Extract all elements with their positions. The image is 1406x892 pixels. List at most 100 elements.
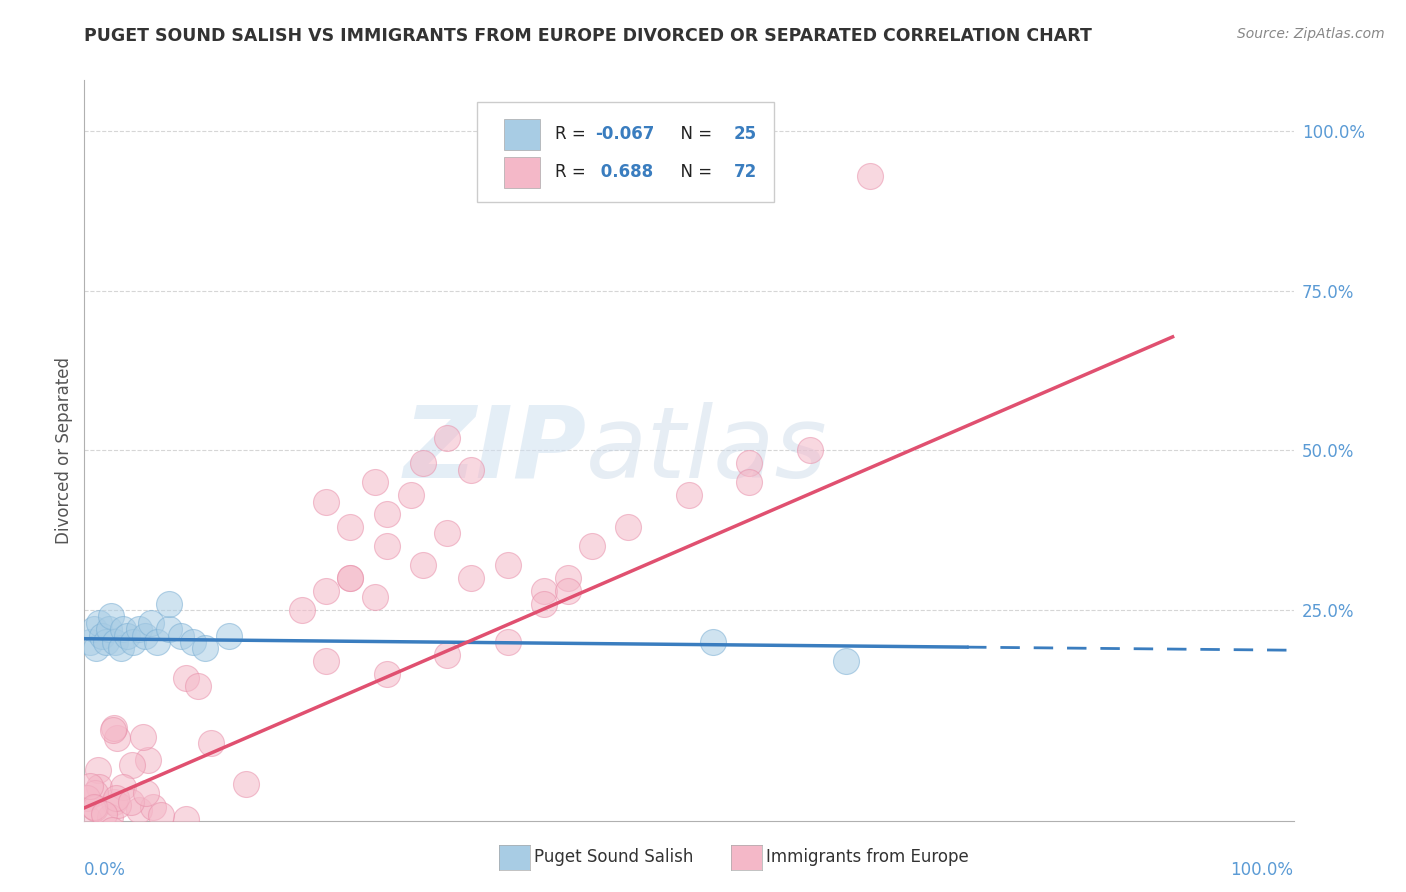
Point bbox=[86, 641, 108, 656]
Point bbox=[412, 456, 434, 470]
Point bbox=[103, 795, 125, 809]
Point bbox=[83, 786, 105, 800]
Text: 0.0%: 0.0% bbox=[84, 862, 127, 880]
Text: R =: R = bbox=[555, 126, 591, 144]
Point bbox=[94, 635, 117, 649]
Text: PUGET SOUND SALISH VS IMMIGRANTS FROM EUROPE DIVORCED OR SEPARATED CORRELATION C: PUGET SOUND SALISH VS IMMIGRANTS FROM EU… bbox=[84, 27, 1092, 45]
Point bbox=[134, 629, 156, 643]
Point bbox=[291, 603, 314, 617]
Point bbox=[101, 723, 124, 738]
Point bbox=[104, 635, 127, 649]
Point bbox=[375, 666, 398, 681]
Point bbox=[138, 753, 160, 767]
Point bbox=[87, 615, 110, 630]
Point bbox=[702, 635, 724, 649]
Point bbox=[76, 790, 98, 805]
Point bbox=[104, 791, 127, 805]
Point bbox=[399, 488, 422, 502]
Point bbox=[533, 583, 555, 598]
Text: 25: 25 bbox=[734, 126, 756, 144]
Point bbox=[533, 597, 555, 611]
Text: Puget Sound Salish: Puget Sound Salish bbox=[534, 848, 693, 866]
Point bbox=[86, 763, 108, 777]
Point bbox=[107, 798, 129, 813]
Point bbox=[170, 629, 193, 643]
Point bbox=[79, 779, 101, 793]
Point bbox=[436, 526, 458, 541]
Point bbox=[187, 679, 209, 693]
Point bbox=[678, 488, 700, 502]
Point bbox=[110, 641, 132, 656]
Point bbox=[97, 869, 120, 883]
Text: R =: R = bbox=[555, 163, 591, 181]
Text: atlas: atlas bbox=[586, 402, 828, 499]
Point bbox=[121, 635, 143, 649]
Point bbox=[103, 721, 125, 735]
Y-axis label: Divorced or Separated: Divorced or Separated bbox=[55, 357, 73, 544]
Point bbox=[557, 583, 579, 598]
Text: Source: ZipAtlas.com: Source: ZipAtlas.com bbox=[1237, 27, 1385, 41]
Point bbox=[132, 730, 155, 744]
Point bbox=[235, 777, 257, 791]
Point bbox=[738, 456, 761, 470]
Point bbox=[120, 795, 142, 809]
Point bbox=[799, 443, 821, 458]
Text: Immigrants from Europe: Immigrants from Europe bbox=[766, 848, 969, 866]
Point bbox=[859, 169, 882, 183]
Point bbox=[375, 508, 398, 522]
Point bbox=[460, 462, 482, 476]
Point bbox=[146, 635, 169, 649]
Point bbox=[142, 800, 165, 814]
Text: ZIP: ZIP bbox=[404, 402, 586, 499]
FancyBboxPatch shape bbox=[478, 103, 773, 202]
Point bbox=[115, 629, 138, 643]
Text: -0.067: -0.067 bbox=[595, 126, 654, 144]
Point bbox=[93, 857, 115, 871]
Text: 100.0%: 100.0% bbox=[1230, 862, 1294, 880]
Point bbox=[76, 812, 98, 826]
Point bbox=[436, 648, 458, 662]
Point bbox=[135, 786, 157, 800]
Point bbox=[200, 736, 222, 750]
Point bbox=[496, 558, 519, 573]
Point bbox=[121, 758, 143, 772]
Point bbox=[218, 629, 240, 643]
Text: N =: N = bbox=[669, 163, 717, 181]
Text: N =: N = bbox=[669, 126, 717, 144]
Point bbox=[128, 803, 150, 817]
Point bbox=[83, 622, 105, 636]
Point bbox=[181, 635, 204, 649]
Point bbox=[97, 622, 120, 636]
Point bbox=[83, 800, 105, 814]
Point bbox=[84, 801, 107, 815]
Point bbox=[128, 622, 150, 636]
Point bbox=[194, 641, 217, 656]
Point bbox=[617, 520, 640, 534]
Point bbox=[93, 807, 115, 822]
Point bbox=[496, 635, 519, 649]
Point bbox=[112, 780, 135, 794]
Point bbox=[100, 863, 122, 877]
Point bbox=[79, 635, 101, 649]
Point bbox=[93, 838, 115, 853]
Point bbox=[738, 475, 761, 490]
Point bbox=[174, 671, 197, 685]
Point bbox=[89, 839, 111, 854]
Point bbox=[76, 869, 98, 883]
Point bbox=[315, 654, 337, 668]
Point bbox=[139, 615, 162, 630]
Point bbox=[112, 622, 135, 636]
Point bbox=[157, 622, 180, 636]
Point bbox=[581, 539, 603, 553]
Point bbox=[315, 583, 337, 598]
Point bbox=[557, 571, 579, 585]
Point bbox=[412, 558, 434, 573]
Point bbox=[100, 609, 122, 624]
Point bbox=[339, 571, 361, 585]
Point bbox=[315, 494, 337, 508]
Point bbox=[363, 591, 385, 605]
Point bbox=[339, 520, 361, 534]
Point bbox=[87, 780, 110, 794]
Point bbox=[835, 654, 858, 668]
Point bbox=[363, 475, 385, 490]
